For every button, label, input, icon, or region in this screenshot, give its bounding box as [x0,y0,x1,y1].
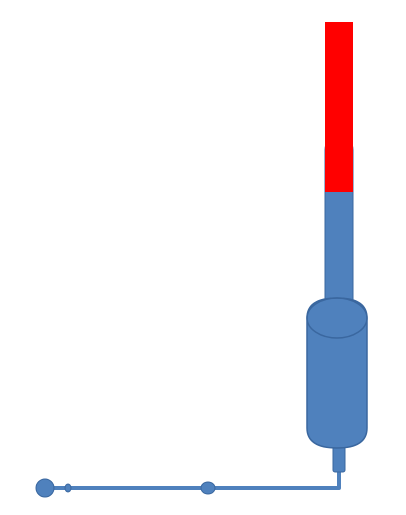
pipe-joint-middle [200,481,216,495]
end-node [35,478,55,498]
pipe-joint-left [64,483,72,493]
outlet-pipe [46,444,341,490]
red-indicator [325,22,353,192]
outlet-connector [332,445,346,473]
cylinder-vessel [306,297,368,449]
cylinder-top-rim [306,297,368,339]
